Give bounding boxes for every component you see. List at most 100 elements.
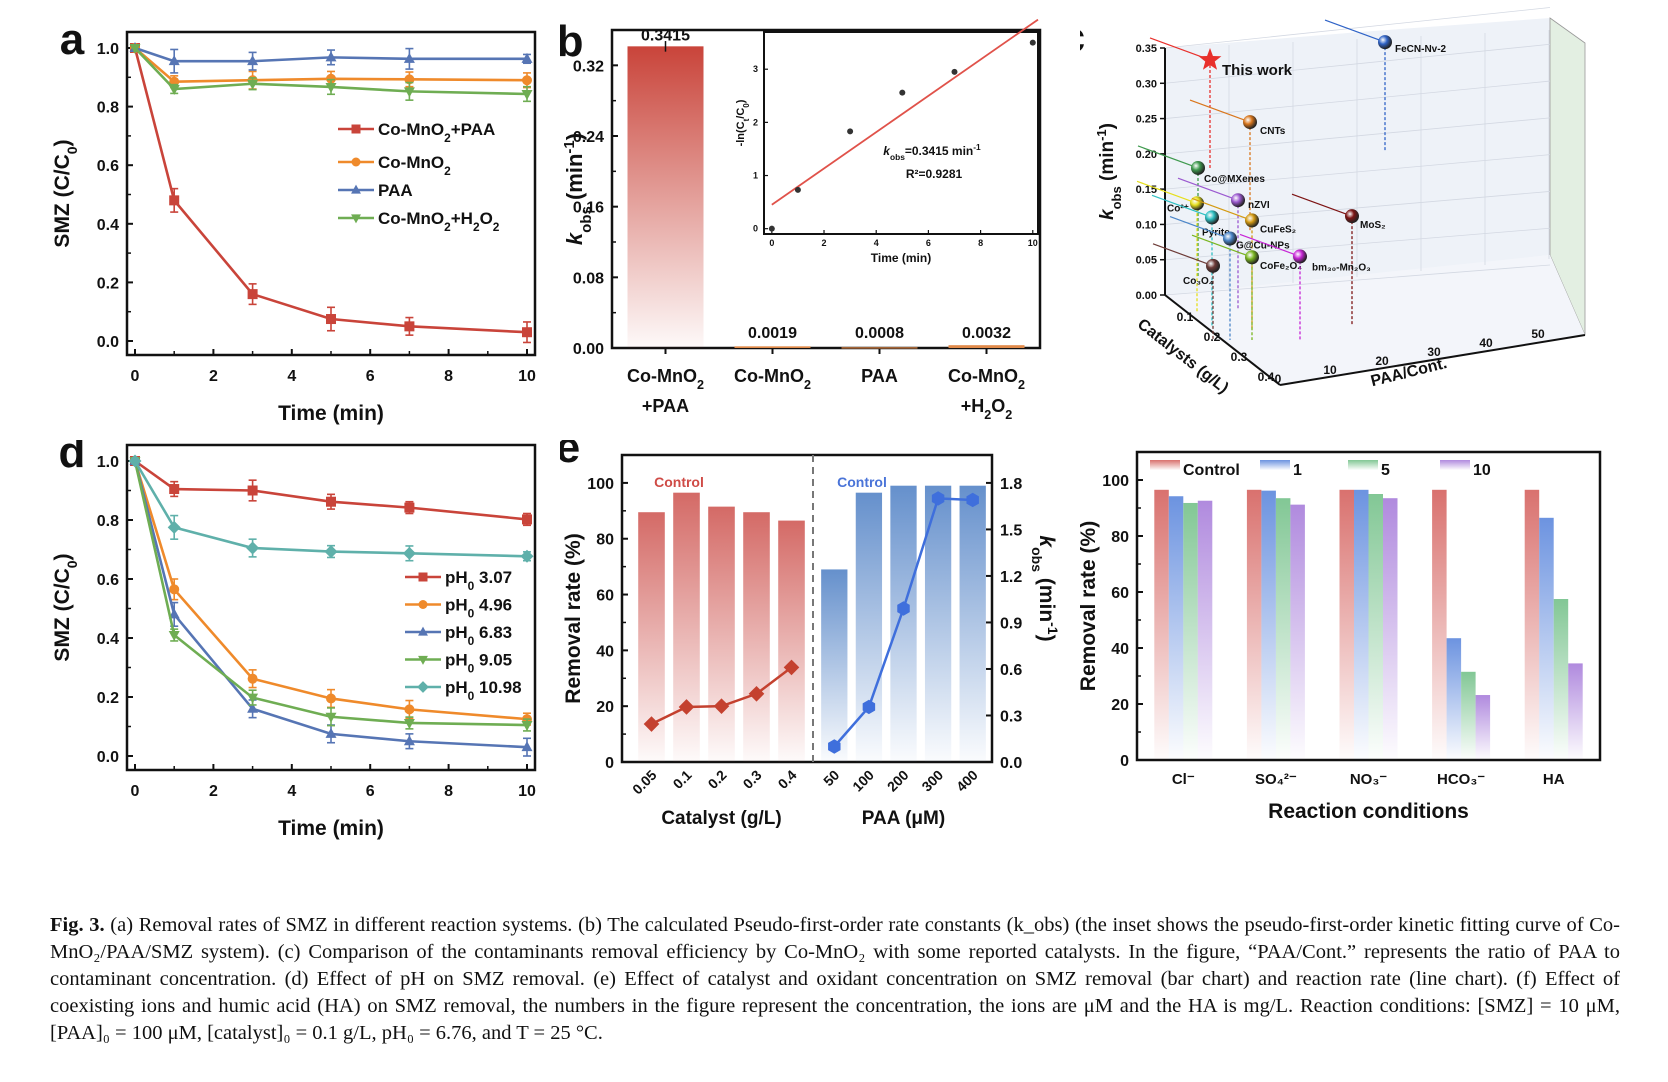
x-tick-label: 0.3: [1231, 350, 1248, 364]
caption-lead: Fig. 3.: [50, 914, 105, 936]
x-tick-label-line2-part: O: [991, 396, 1005, 416]
z-tick-label: 0.10: [1136, 219, 1157, 231]
data-point-sphere: [1345, 209, 1359, 224]
data-point-sphere: [1206, 258, 1220, 273]
legend-label: pH0 10.98: [445, 678, 522, 703]
inset-x-tick-label: 10: [1028, 238, 1038, 248]
z-axis-label-part: -1: [1094, 129, 1109, 141]
x-axis-label: Catalyst (g/L): [661, 808, 781, 829]
y-tick-label: 0.4: [97, 631, 119, 648]
x-tick-label: NO₃⁻: [1350, 771, 1387, 788]
bar: [743, 512, 770, 762]
grid-line: [1164, 264, 1551, 296]
inset-kobs-annotation-part: =0.3415 min: [905, 144, 973, 158]
bar: [778, 520, 805, 762]
x-tick-label: 0: [131, 783, 140, 800]
series-line: [133, 460, 528, 727]
point-label: Co₃O₄: [1183, 276, 1214, 287]
data-point: [402, 546, 416, 560]
legend-swatch: [1260, 460, 1290, 470]
data-point: [247, 673, 258, 684]
data-point: [247, 702, 259, 713]
data-point: [247, 79, 259, 90]
x-tick-label: 0.2: [1204, 330, 1221, 344]
inset-data-point: [951, 68, 958, 75]
series-line: [133, 460, 528, 558]
z-tick-label: 0.00: [1136, 290, 1157, 302]
y-tick-label: 0: [1275, 372, 1282, 386]
y-tick-label: 50: [1531, 327, 1545, 341]
inset-y-axis-label: -ln(Ct/C0): [735, 99, 751, 146]
x-tick-label-line2-part: +H: [961, 396, 985, 416]
data-point: [324, 545, 338, 559]
data-point-star: [1198, 47, 1222, 70]
bar: [1183, 502, 1198, 760]
projection-line: [1239, 233, 1301, 257]
projection-line: [1324, 19, 1386, 43]
bar: [1446, 638, 1462, 760]
inset-frame: [763, 31, 1039, 235]
z-tick-label: 0.15: [1136, 184, 1157, 196]
data-point: [325, 82, 337, 93]
inset-y-tick-label: 0: [753, 224, 758, 234]
rate-point: [828, 739, 841, 754]
rate-point: [643, 716, 660, 732]
x-tick-label: 200: [884, 767, 912, 795]
y-tick-label: 0.6: [97, 572, 119, 589]
legend-label-part: 0: [468, 662, 475, 676]
inset-y-axis-label-part: -ln(C: [735, 121, 747, 146]
inset-kobs-annotation-part: k: [883, 144, 891, 158]
y-tick-label: 40: [596, 643, 614, 660]
projection-line: [1191, 234, 1253, 258]
legend-label-part: pH: [445, 678, 468, 697]
inset-data-point: [768, 225, 775, 232]
y-right-tick-label: 0.0: [1000, 755, 1022, 772]
projection-line: [1291, 193, 1353, 217]
y-axis-label-part: (min: [562, 154, 587, 207]
legend-label-part: 2: [493, 220, 500, 234]
bar-value-label: 0.0008: [855, 325, 904, 342]
y-tick-label: 0.2: [97, 275, 119, 292]
x-tick-label: 6: [366, 783, 375, 800]
legend-label: Co-MnO2+PAA: [378, 120, 495, 145]
z-tick-label: 0.30: [1136, 78, 1157, 90]
y-axis-label: Removal rate (%): [1080, 521, 1100, 691]
x-tick-label: 0.05: [629, 767, 660, 798]
x-tick-label: Co-MnO2: [734, 366, 811, 392]
y-tick-label: 0: [1120, 753, 1129, 770]
inset-x-tick-label: 6: [926, 238, 931, 248]
series-line: [134, 46, 527, 63]
data-point-sphere: [1231, 193, 1245, 208]
y-right-axis-label-part: -1: [1045, 622, 1061, 635]
x-axis-label: Time (min): [278, 817, 384, 840]
y-tick-label: 80: [596, 532, 614, 549]
y-axis-label-part: ): [51, 139, 74, 146]
y-tick-label: 1.0: [97, 41, 119, 58]
x-tick-label: 8: [444, 783, 453, 800]
y-tick-label: 100: [587, 476, 614, 493]
bar: [890, 485, 917, 762]
x-tick-label: 4: [287, 368, 296, 385]
data-point: [404, 321, 415, 332]
y-tick-label: 60: [1111, 585, 1129, 602]
fit-line: [771, 18, 1039, 206]
x-tick-label: 50: [820, 767, 842, 789]
data-point-sphere: [1243, 115, 1257, 130]
bar: [1290, 504, 1305, 760]
y-axis-label-part: SMZ (C/C: [51, 568, 74, 661]
data-point: [246, 541, 260, 555]
y-axis-label-part: obs: [578, 206, 595, 233]
bar: [1475, 695, 1491, 760]
data-point: [169, 584, 180, 595]
x-tick-label-line2-part: 2: [1005, 408, 1012, 422]
back-wall-right: [1360, 18, 1550, 277]
legend-label-part: 10.98: [474, 678, 521, 697]
legend-marker: [418, 626, 428, 636]
legend-marker: [418, 572, 428, 582]
legend-swatch: [1440, 460, 1470, 470]
legend-marker: [351, 157, 361, 167]
point-label: Co²⁺: [1167, 203, 1189, 214]
x-tick-label: HA: [1543, 771, 1565, 788]
z-axis-label-part: (min: [1097, 141, 1118, 186]
point-label: MoS₂: [1360, 220, 1386, 231]
